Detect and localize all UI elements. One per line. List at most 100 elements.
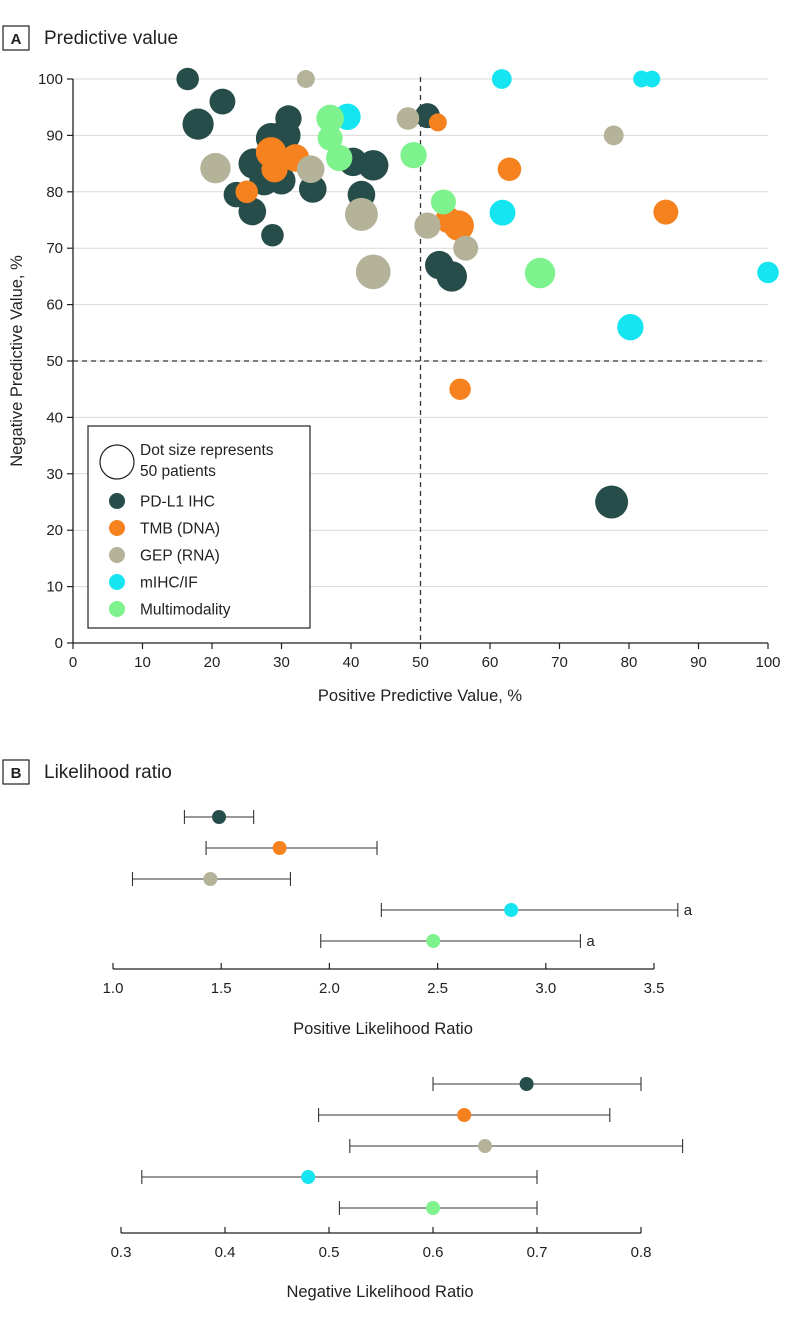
x-tick-label-30: 30: [273, 654, 290, 671]
point-tmb-dna: [653, 200, 678, 225]
point-mihc-if: [757, 262, 779, 284]
pos-lr-estimate-tmb-dna: [273, 841, 287, 855]
neg-lr-tick-label-0.4: 0.4: [215, 1244, 236, 1261]
legend-marker-multimodality: [109, 601, 125, 617]
point-mihc-if: [490, 200, 516, 226]
legend-label-pd-l1-ihc: PD-L1 IHC: [140, 494, 215, 511]
legend-marker-tmb-dna: [109, 520, 125, 536]
pos-lr-tick-label-1.0: 1.0: [103, 980, 124, 997]
y-tick-label-0: 0: [55, 635, 63, 652]
y-tick-label-80: 80: [46, 184, 63, 201]
x-tick-label-0: 0: [69, 654, 77, 671]
pos-lr-tick-label-3.5: 3.5: [644, 980, 665, 997]
pos-lr-tick-label-2.0: 2.0: [319, 980, 340, 997]
x-tick-label-20: 20: [204, 654, 221, 671]
point-gep-rna: [297, 155, 325, 183]
legend-marker-gep-rna: [109, 547, 125, 563]
point-gep-rna: [200, 153, 230, 183]
y-tick-label-10: 10: [46, 579, 63, 596]
neg-lr-estimate-mihc-if: [301, 1170, 315, 1184]
legend-size-circle: [100, 445, 134, 479]
neg-lr-tick-label-0.6: 0.6: [423, 1244, 444, 1261]
y-tick-label-30: 30: [46, 466, 63, 483]
legend-label-multimodality: Multimodality: [140, 602, 231, 619]
scatter-x-ticks: 0 10 20 30 40 50 60 70 80 90 100: [69, 643, 781, 671]
point-pd-l1-ihc: [176, 68, 199, 91]
y-tick-label-70: 70: [46, 240, 63, 257]
x-tick-label-10: 10: [134, 654, 151, 671]
y-tick-label-40: 40: [46, 409, 63, 426]
panel-b-letter: B: [11, 765, 22, 782]
point-mihc-if: [644, 71, 661, 88]
panel-a-letter: A: [11, 31, 22, 48]
point-tmb-dna: [235, 181, 258, 204]
legend-marker-pd-l1-ihc: [109, 493, 125, 509]
neg-lr-tick-label-0.3: 0.3: [111, 1244, 132, 1261]
point-gep-rna: [453, 236, 478, 261]
negative-likelihood-forest: 0.3 0.4 0.5 0.6 0.7 0.8: [111, 1077, 683, 1261]
pos-lr-estimate-pd-l1-ihc: [212, 810, 226, 824]
legend: Dot size represents 50 patients PD-L1 IH…: [88, 426, 310, 628]
point-tmb-dna: [498, 157, 522, 181]
legend-marker-mihc-if: [109, 574, 125, 590]
point-pd-l1-ihc: [261, 224, 284, 247]
x-tick-label-100: 100: [755, 654, 780, 671]
point-multimodality: [525, 258, 555, 288]
point-gep-rna: [604, 125, 624, 145]
point-pd-l1-ihc: [183, 109, 214, 140]
legend-label-tmb-dna: TMB (DNA): [140, 521, 220, 538]
point-multimodality: [326, 145, 352, 171]
x-tick-label-40: 40: [343, 654, 360, 671]
pos-lr-tick-label-1.5: 1.5: [211, 980, 232, 997]
point-gep-rna: [397, 107, 420, 130]
legend-size-note-line2: 50 patients: [140, 463, 216, 480]
point-multimodality: [400, 142, 426, 168]
neg-lr-estimate-multimodality: [426, 1201, 440, 1215]
point-multimodality: [431, 189, 456, 214]
positive-lr-axis-label: Positive Likelihood Ratio: [293, 1020, 473, 1038]
neg-lr-tick-label-0.8: 0.8: [631, 1244, 652, 1261]
legend-label-gep-rna: GEP (RNA): [140, 548, 220, 565]
point-pd-l1-ihc: [437, 261, 467, 291]
point-tmb-dna: [429, 113, 447, 131]
x-tick-label-60: 60: [482, 654, 499, 671]
pos-lr-tick-label-2.5: 2.5: [427, 980, 448, 997]
neg-lr-tick-label-0.7: 0.7: [527, 1244, 548, 1261]
point-gep-rna: [414, 212, 440, 238]
x-tick-label-80: 80: [621, 654, 638, 671]
point-gep-rna: [297, 70, 315, 88]
neg-lr-estimate-tmb-dna: [457, 1108, 471, 1122]
x-tick-label-50: 50: [412, 654, 429, 671]
legend-label-mihc-if: mIHC/IF: [140, 575, 198, 592]
panel-b-title: Likelihood ratio: [44, 762, 172, 783]
pos-lr-estimate-gep-rna: [203, 872, 217, 886]
pos-lr-tick-label-3.0: 3.0: [535, 980, 556, 997]
y-tick-label-50: 50: [46, 353, 63, 370]
neg-lr-tick-label-0.5: 0.5: [319, 1244, 340, 1261]
point-gep-rna: [345, 198, 378, 231]
pos-lr-annotation-mihc-if: a: [684, 902, 693, 919]
y-tick-label-90: 90: [46, 127, 63, 144]
point-pd-l1-ihc: [209, 89, 235, 115]
pos-lr-estimate-multimodality: [426, 934, 440, 948]
pos-lr-estimate-mihc-if: [504, 903, 518, 917]
panel-a: A Predictive value 0 10 20 30 40 50 60 70 80 90 10…: [3, 26, 781, 705]
positive-likelihood-forest: 1.0 1.5 2.0 2.5 3.0 3.5 a a: [103, 810, 693, 997]
scatter-x-axis-label: Positive Predictive Value, %: [318, 687, 523, 705]
y-tick-label-60: 60: [46, 297, 63, 314]
panel-a-title: Predictive value: [44, 28, 178, 49]
negative-lr-axis-label: Negative Likelihood Ratio: [286, 1283, 473, 1301]
point-pd-l1-ihc: [358, 150, 388, 180]
pos-lr-annotation-multimodality: a: [586, 933, 595, 950]
neg-lr-estimate-pd-l1-ihc: [520, 1077, 534, 1091]
point-mihc-if: [617, 314, 643, 340]
legend-size-note-line1: Dot size represents: [140, 442, 274, 459]
figure: A Predictive value 0 10 20 30 40 50 60 70 80 90 10…: [0, 0, 793, 1320]
panel-b: B Likelihood ratio 1.0 1.5 2.0 2.5 3.0 3.5aa …: [3, 760, 693, 1301]
scatter-y-ticks: 0 10 20 30 40 50 60 70 80 90 100: [38, 71, 73, 652]
y-tick-label-100: 100: [38, 71, 63, 88]
point-gep-rna: [356, 255, 391, 290]
y-tick-label-20: 20: [46, 522, 63, 539]
x-tick-label-90: 90: [690, 654, 707, 671]
point-tmb-dna: [261, 156, 287, 182]
